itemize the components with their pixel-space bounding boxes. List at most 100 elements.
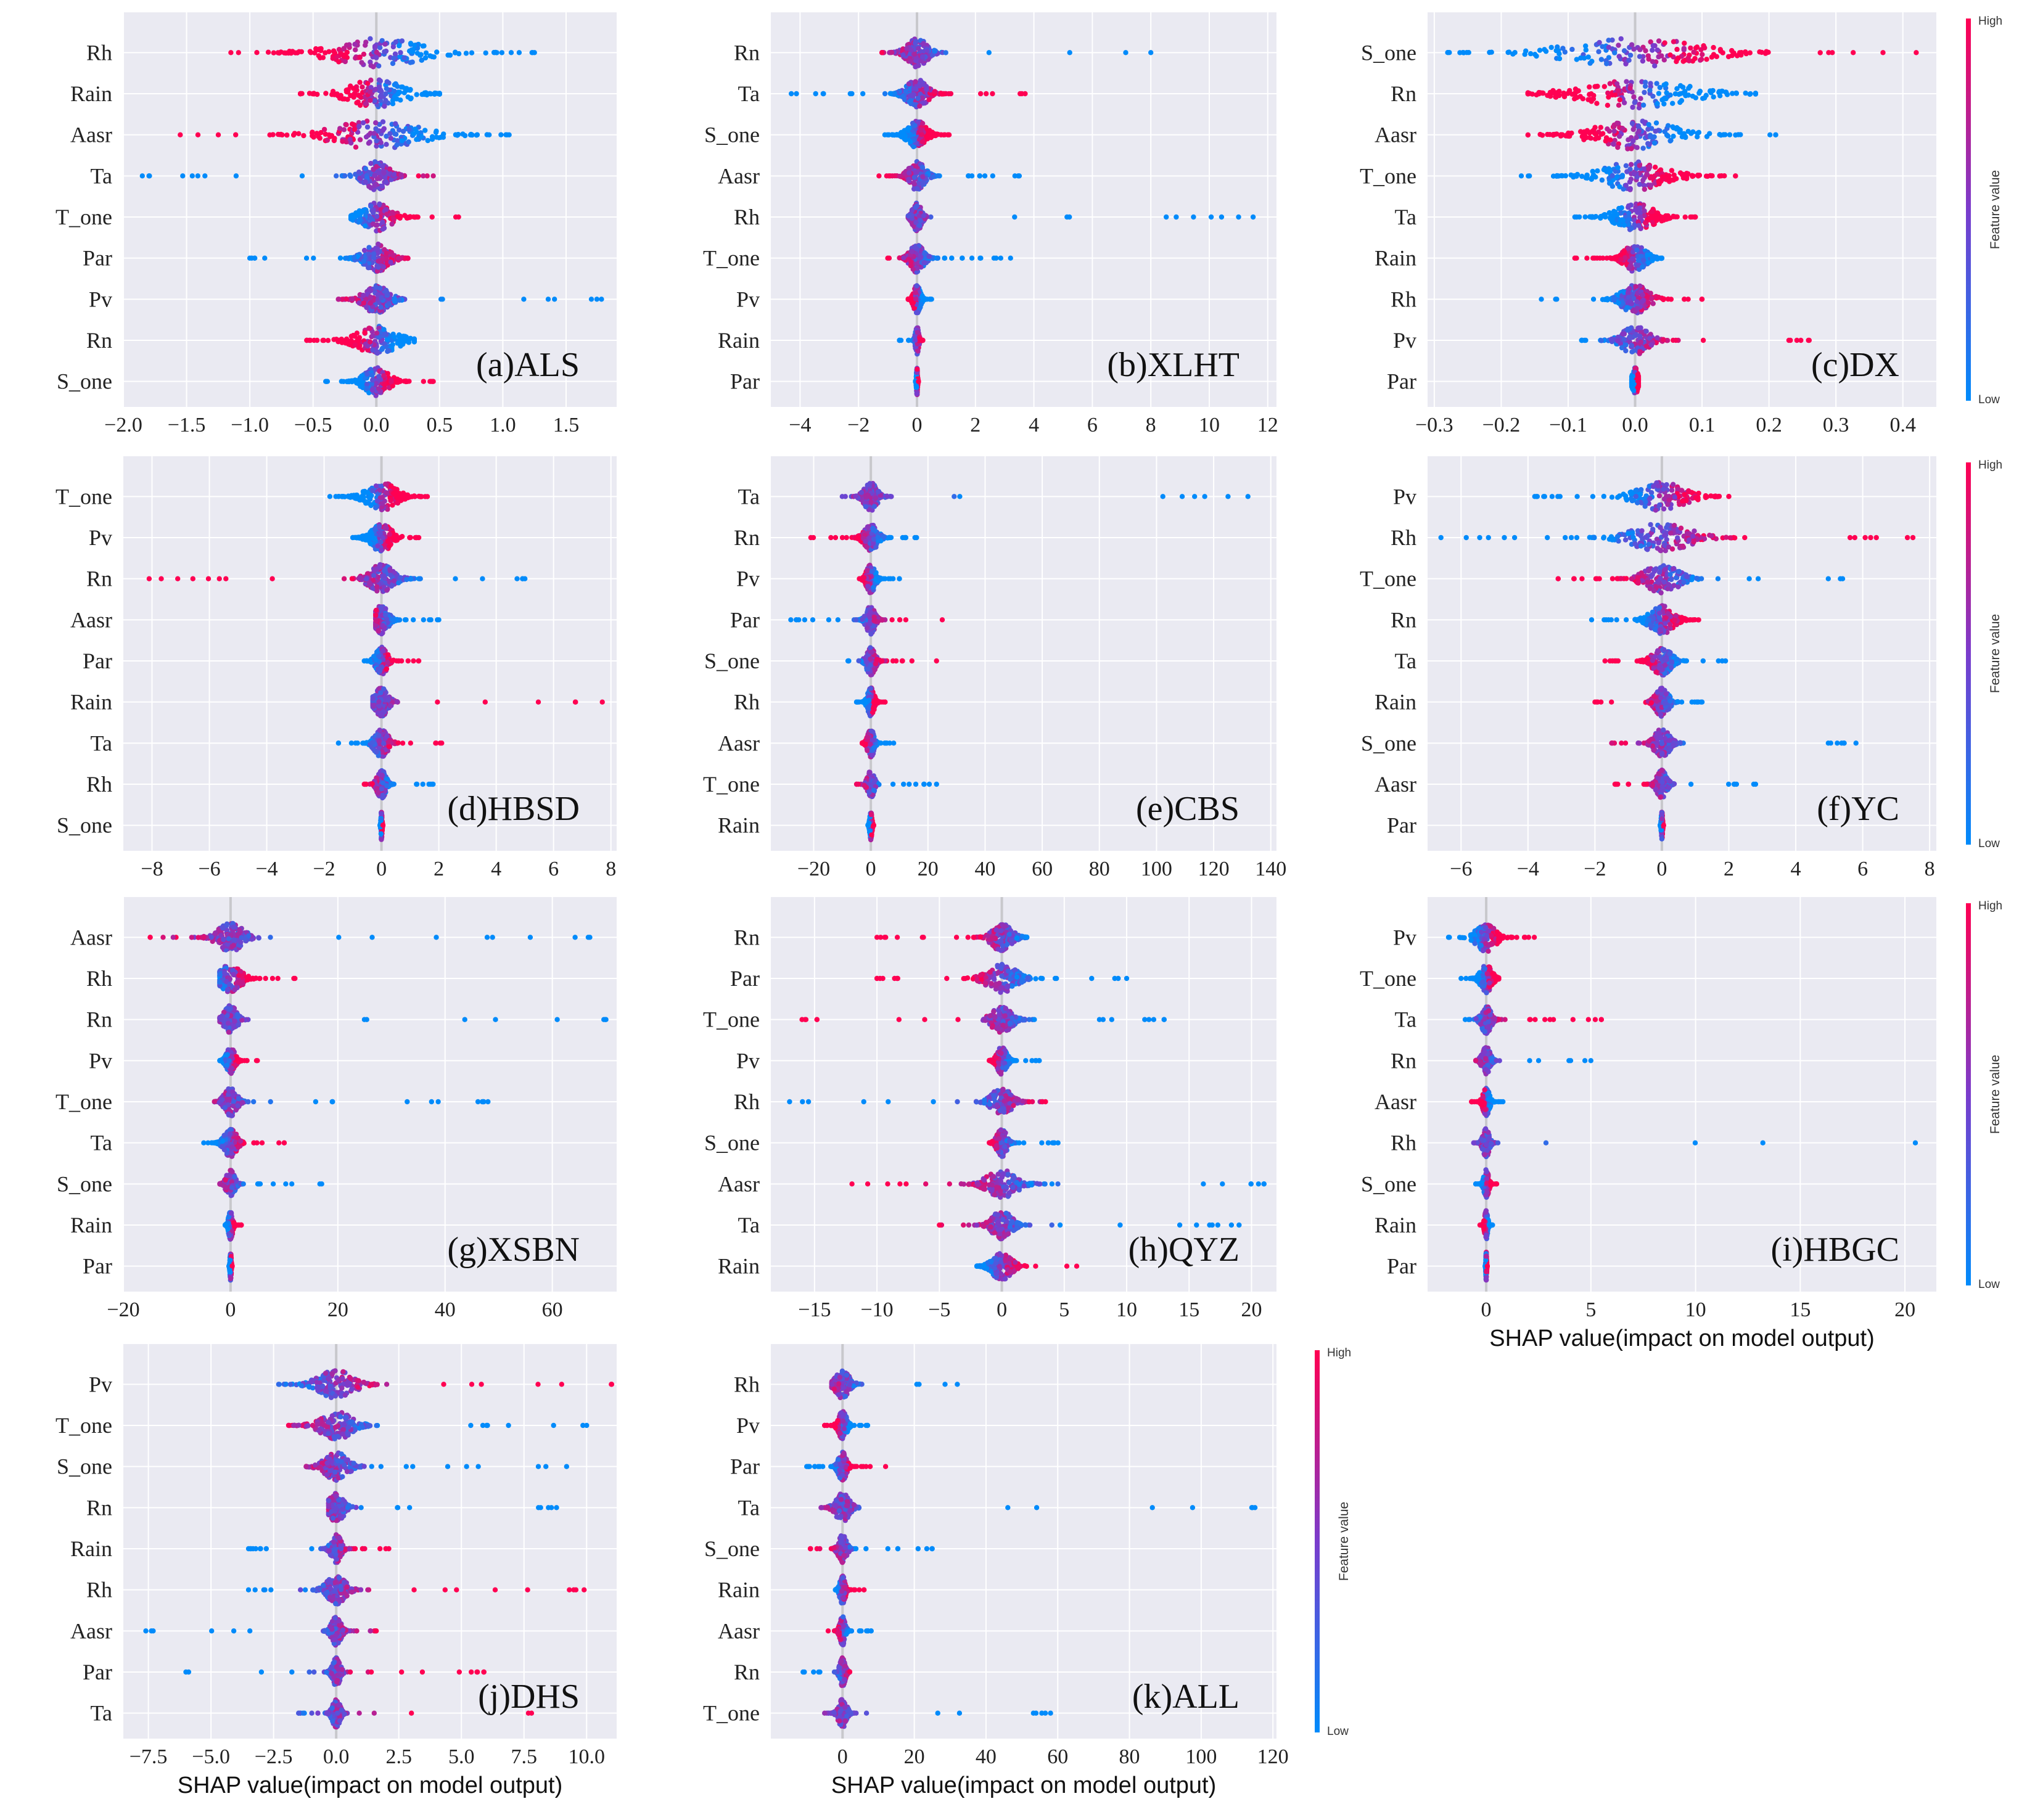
shap-dot [189, 173, 195, 179]
shap-dot [1624, 169, 1630, 174]
shap-dot [384, 250, 389, 256]
shap-dot [397, 43, 402, 49]
shap-dot [1542, 47, 1547, 52]
shap-dot [347, 172, 353, 178]
shap-dot [252, 255, 258, 261]
feature-label: Pv [736, 287, 760, 311]
shap-dot [506, 132, 512, 137]
shap-dot [882, 132, 888, 137]
shap-dot [385, 538, 390, 544]
shap-dot [361, 247, 368, 253]
shap-dot [1634, 134, 1639, 141]
shap-dot [1616, 54, 1622, 59]
shap-dot [1675, 55, 1681, 61]
shap-dot [1523, 48, 1529, 54]
shap-dot [384, 211, 390, 217]
shap-dot [422, 128, 428, 133]
x-tick-label: 6 [548, 858, 559, 880]
shap-dot [919, 132, 924, 137]
shap-dot [370, 488, 376, 493]
shap-dot [409, 59, 415, 65]
shap-dot [334, 173, 339, 179]
shap-dot [339, 340, 345, 345]
shap-dot [1690, 129, 1696, 135]
shap-dot [911, 86, 917, 92]
shap-dot [384, 490, 390, 496]
shap-dot [1627, 85, 1633, 91]
shap-dot [904, 46, 910, 51]
shap-dot [1654, 81, 1659, 86]
shap-dot [371, 255, 377, 261]
shap-dot [368, 84, 374, 91]
shap-dot [363, 179, 368, 184]
shap-dot [368, 294, 374, 300]
shap-dot [340, 96, 345, 102]
shap-dot [412, 215, 417, 220]
shap-dot [1719, 88, 1725, 94]
shap-dot [1717, 47, 1723, 52]
shap-dot [431, 54, 437, 60]
shap-dot [1534, 92, 1539, 97]
shap-dot [394, 142, 400, 148]
shap-dot [1572, 91, 1577, 97]
shap-dot [337, 126, 343, 131]
shap-dot [1640, 264, 1645, 269]
shap-dot [1714, 54, 1719, 60]
shap-dot [372, 182, 377, 188]
shap-dot [1587, 84, 1592, 90]
shap-dot [399, 534, 405, 539]
shap-dot [921, 296, 926, 301]
shap-dot [321, 126, 327, 133]
shap-dot [1682, 214, 1688, 220]
shap-dot [1601, 84, 1607, 89]
shap-dot [1646, 300, 1651, 306]
x-tick-label: −4 [255, 858, 278, 880]
shap-dot [1722, 173, 1727, 179]
shap-dot [376, 264, 381, 270]
shap-dot [918, 254, 924, 260]
shap-dot [487, 132, 492, 137]
shap-dot [1624, 305, 1630, 311]
shap-dot [1634, 299, 1640, 305]
shap-dot [941, 132, 947, 137]
shap-dot [942, 255, 948, 261]
feature-label: T_one [56, 484, 112, 509]
shap-dot [474, 133, 479, 138]
shap-dot [367, 495, 372, 501]
shap-dot [1016, 173, 1022, 179]
shap-dot [1743, 90, 1748, 96]
shap-dot [363, 537, 369, 543]
shap-dot [1630, 126, 1636, 133]
shap-dot [1880, 50, 1886, 55]
shap-dot [1604, 255, 1610, 261]
shap-dot [1643, 343, 1650, 349]
shap-dot [292, 131, 297, 136]
shap-dot [1616, 43, 1621, 48]
shap-dot [434, 49, 440, 55]
shap-dot [1638, 96, 1643, 101]
shap-dot [370, 347, 376, 353]
shap-dot [271, 50, 276, 55]
x-tick-label: 4 [491, 858, 501, 880]
shap-dot [202, 173, 208, 179]
shap-dot [949, 255, 955, 261]
shap-dot [430, 173, 436, 179]
shap-dot [377, 201, 382, 207]
shap-dot [1567, 88, 1572, 94]
shap-dot [375, 292, 380, 298]
shap-dot [236, 50, 241, 55]
shap-dot [315, 47, 321, 53]
shap-dot [414, 51, 421, 56]
shap-dot [1653, 128, 1658, 134]
shap-dot [1696, 129, 1702, 135]
shap-dot [1648, 342, 1654, 348]
shap-dot [384, 79, 390, 84]
feature-label: Rain [718, 328, 760, 353]
shap-dot [368, 77, 374, 83]
feature-label: S_one [704, 123, 760, 147]
shap-dot [286, 50, 291, 56]
shap-dot [348, 83, 353, 89]
shap-dot [1547, 89, 1553, 96]
shap-dot [290, 49, 295, 54]
shap-dot [1626, 210, 1632, 216]
